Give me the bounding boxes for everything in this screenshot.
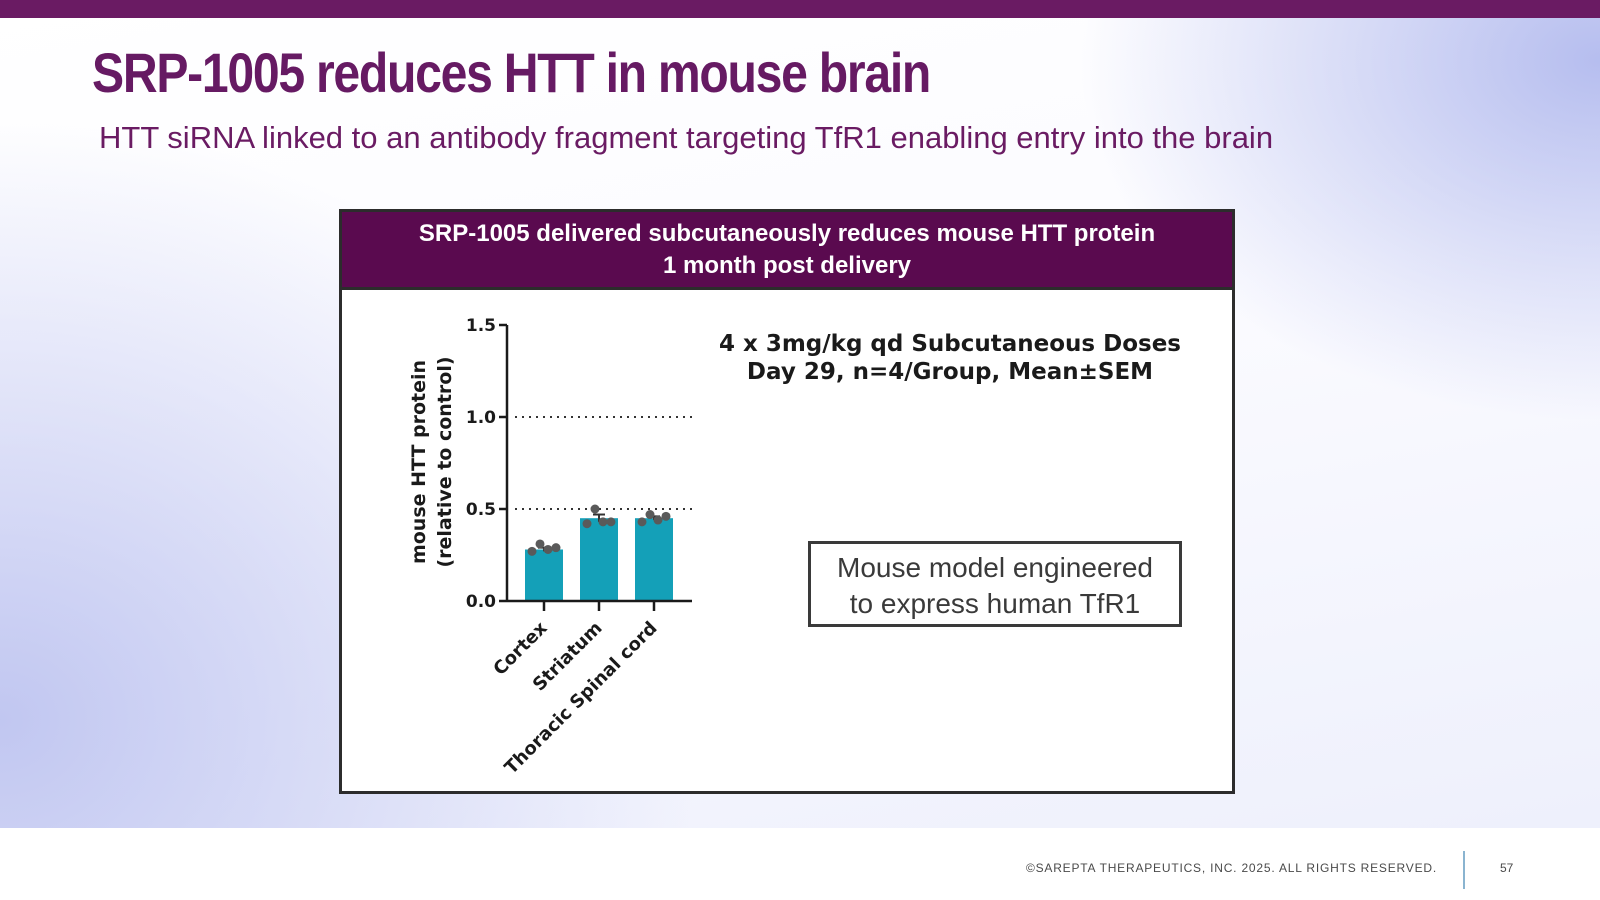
data-point-0-2: [543, 544, 553, 554]
footer-copyright: ©SAREPTA THERAPEUTICS, INC. 2025. ALL RI…: [1025, 861, 1437, 875]
data-point-2-2: [653, 515, 663, 525]
slide-title: SRP-1005 reduces HTT in mouse brain: [92, 41, 931, 104]
y-tick-label-0: 0.0: [466, 592, 496, 612]
data-point-2-0: [637, 517, 647, 527]
data-point-2-1: [645, 510, 655, 520]
mouse-model-line-2: to express human TfR1: [849, 588, 1141, 619]
data-point-1-1: [590, 504, 600, 514]
mouse-model-callout: Mouse model engineered to express human …: [808, 541, 1182, 627]
bar-1: [580, 518, 618, 601]
data-point-1-0: [582, 519, 592, 529]
panel-header-line-1: SRP-1005 delivered subcutaneously reduce…: [418, 220, 1156, 247]
figure-panel: SRP-1005 delivered subcutaneously reduce…: [339, 209, 1235, 794]
dosing-note: 4 x 3mg/kg qd Subcutaneous Doses Day 29,…: [690, 330, 1210, 386]
data-point-0-3: [551, 543, 561, 553]
mouse-model-line-1: Mouse model engineered: [837, 552, 1153, 583]
panel-header: SRP-1005 delivered subcutaneously reduce…: [342, 212, 1232, 290]
dosing-note-line-2: Day 29, n=4/Group, Mean±SEM: [746, 359, 1154, 385]
page-number: 57: [1500, 861, 1514, 875]
bar-0: [525, 549, 563, 601]
slide-subtitle: HTT siRNA linked to an antibody fragment…: [99, 120, 1274, 155]
panel-header-line-2: 1 month post delivery: [662, 252, 912, 279]
footer-divider: [1463, 851, 1465, 889]
data-point-0-1: [535, 539, 545, 549]
data-point-2-3: [661, 511, 671, 521]
top-accent-bar: [0, 0, 1600, 18]
data-point-0-0: [527, 546, 537, 556]
y-axis-label-line-2: (relative to control): [434, 356, 456, 567]
data-point-1-3: [606, 517, 616, 527]
bar-2: [635, 518, 673, 601]
data-point-1-2: [598, 517, 608, 527]
y-tick-label-3: 1.5: [466, 316, 496, 336]
y-tick-label-2: 1.0: [466, 408, 496, 428]
dosing-note-line-1: 4 x 3mg/kg qd Subcutaneous Doses: [718, 331, 1182, 357]
y-axis-label-line-1: mouse HTT protein: [408, 360, 430, 564]
y-tick-label-1: 0.5: [466, 500, 496, 520]
